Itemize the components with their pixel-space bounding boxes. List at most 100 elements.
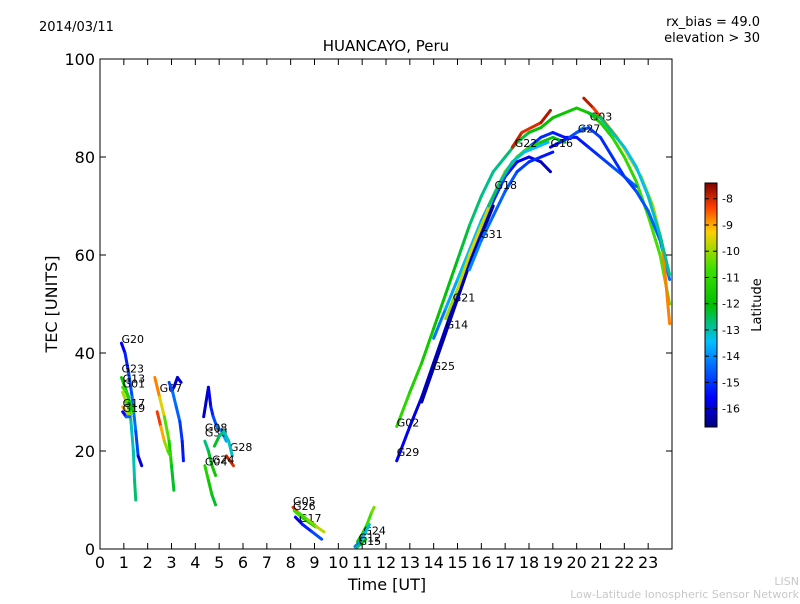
tec-track-g31 bbox=[467, 150, 555, 272]
track-segment bbox=[222, 429, 231, 443]
track-segment bbox=[582, 96, 595, 110]
track-segment bbox=[228, 459, 235, 468]
tec-track-g29 bbox=[395, 155, 552, 463]
track-segment bbox=[510, 150, 526, 164]
track-segment bbox=[503, 160, 519, 179]
colorbar-tick-label: -9 bbox=[722, 219, 733, 232]
satellite-label: G14 bbox=[446, 319, 469, 332]
track-segment bbox=[467, 224, 483, 257]
track-segment bbox=[203, 439, 210, 453]
colorbar-label: Latitude bbox=[750, 278, 765, 332]
tec-track-g30 bbox=[203, 439, 218, 477]
footer-network: Low-Latitude Ionospheric Sensor Network bbox=[570, 588, 799, 600]
colorbar-ticks: -8 -9 -10 -11 -12 -13 -14 -15 -16 bbox=[705, 193, 740, 416]
track-segment bbox=[178, 420, 184, 443]
x-tick-label: 20 bbox=[566, 553, 586, 572]
tec-track-g01 bbox=[121, 390, 132, 414]
track-segment bbox=[599, 135, 614, 159]
track-segment bbox=[420, 327, 436, 365]
track-segment bbox=[515, 160, 531, 174]
track-segment bbox=[360, 523, 369, 536]
y-axis-ticks: 0 20 40 60 80 100 bbox=[64, 50, 672, 559]
track-segment bbox=[133, 478, 138, 502]
track-segment bbox=[510, 131, 524, 149]
track-segment bbox=[527, 126, 543, 134]
tec-track-g19 bbox=[121, 410, 132, 419]
tec-track-g28 bbox=[224, 454, 235, 468]
track-segment bbox=[162, 415, 171, 443]
footer-lisn: LISN bbox=[774, 575, 799, 588]
y-tick-label: 40 bbox=[75, 344, 95, 363]
track-segment bbox=[420, 361, 436, 399]
x-tick-label: 4 bbox=[190, 553, 200, 572]
tec-track-unlabeled-8 bbox=[167, 380, 185, 463]
track-segment bbox=[167, 380, 175, 394]
tec-track-g13 bbox=[121, 385, 135, 414]
track-segment bbox=[539, 150, 555, 159]
satellite-label: G04 bbox=[205, 456, 228, 469]
x-tick-label: 1 bbox=[119, 553, 129, 572]
track-segment bbox=[456, 224, 471, 262]
colorbar-tick-label: -11 bbox=[722, 271, 740, 284]
track-segment bbox=[158, 395, 166, 419]
track-segment bbox=[206, 478, 214, 497]
track-segment bbox=[479, 170, 495, 198]
track-segment bbox=[456, 248, 471, 281]
track-segment bbox=[467, 233, 483, 267]
track-segment bbox=[660, 243, 672, 326]
track-segment bbox=[587, 111, 602, 120]
satellite-label: G23 bbox=[121, 363, 144, 376]
track-segment bbox=[479, 199, 495, 232]
satellite-label: G26 bbox=[293, 500, 316, 513]
satellite-label: G22 bbox=[515, 137, 538, 150]
tec-track-unlabeled-9 bbox=[172, 376, 183, 389]
track-segment bbox=[551, 111, 567, 120]
track-segment bbox=[315, 525, 326, 534]
track-segment bbox=[363, 523, 371, 536]
track-segment bbox=[622, 175, 638, 193]
satellite-label: G05 bbox=[293, 495, 316, 508]
x-tick-label: 3 bbox=[166, 553, 176, 572]
track-segment bbox=[599, 116, 614, 134]
track-segment bbox=[174, 405, 182, 424]
track-segment bbox=[646, 214, 662, 257]
track-segment bbox=[432, 292, 448, 330]
track-segment bbox=[124, 390, 132, 404]
x-tick-label: 18 bbox=[519, 553, 539, 572]
track-segment bbox=[587, 145, 602, 159]
track-segment bbox=[444, 258, 459, 296]
satellite-label: G01 bbox=[123, 377, 146, 390]
track-segment bbox=[539, 108, 552, 125]
y-tick-label: 80 bbox=[75, 148, 95, 167]
x-tick-label: 13 bbox=[400, 553, 420, 572]
track-segment bbox=[432, 327, 448, 365]
track-segment bbox=[119, 341, 127, 355]
x-tick-label: 7 bbox=[262, 553, 272, 572]
track-segment bbox=[166, 449, 172, 458]
track-segment bbox=[128, 400, 135, 414]
track-segment bbox=[203, 464, 210, 482]
track-segment bbox=[515, 131, 531, 144]
track-segment bbox=[155, 410, 163, 428]
track-segment bbox=[456, 258, 471, 296]
track-segment bbox=[124, 400, 132, 414]
plot-area: G20G23G13G01G17G19G07G08G30G04G28G24G05G… bbox=[119, 96, 672, 550]
track-segment bbox=[456, 253, 471, 291]
x-tick-label: 23 bbox=[638, 553, 658, 572]
satellite-label: G19 bbox=[123, 402, 146, 415]
x-tick-label: 21 bbox=[590, 553, 610, 572]
track-segment bbox=[646, 194, 662, 237]
track-segment bbox=[432, 331, 448, 370]
satellite-label: G16 bbox=[550, 137, 573, 150]
track-segment bbox=[209, 405, 215, 419]
track-segment bbox=[444, 297, 459, 335]
x-tick-label: 17 bbox=[495, 553, 515, 572]
track-segment bbox=[575, 126, 591, 134]
track-segment bbox=[548, 140, 562, 149]
track-segment bbox=[136, 454, 144, 468]
track-segment bbox=[575, 135, 591, 149]
track-segment bbox=[622, 155, 638, 183]
y-tick-label: 100 bbox=[64, 50, 95, 69]
track-segment bbox=[130, 395, 138, 433]
track-segment bbox=[175, 376, 183, 384]
